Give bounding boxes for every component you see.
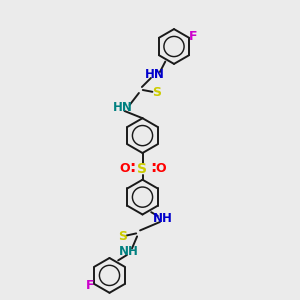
Text: NH: NH (153, 212, 173, 225)
Text: :: : (150, 160, 156, 175)
Text: S: S (137, 163, 148, 176)
Text: HN: HN (113, 101, 133, 114)
Text: F: F (189, 29, 198, 43)
Text: S: S (118, 230, 127, 243)
Text: HN: HN (145, 68, 164, 81)
Text: O: O (119, 161, 130, 175)
Text: NH: NH (119, 245, 139, 258)
Text: O: O (155, 161, 166, 175)
Text: :: : (129, 160, 135, 175)
Text: S: S (152, 86, 161, 99)
Text: F: F (86, 279, 94, 292)
